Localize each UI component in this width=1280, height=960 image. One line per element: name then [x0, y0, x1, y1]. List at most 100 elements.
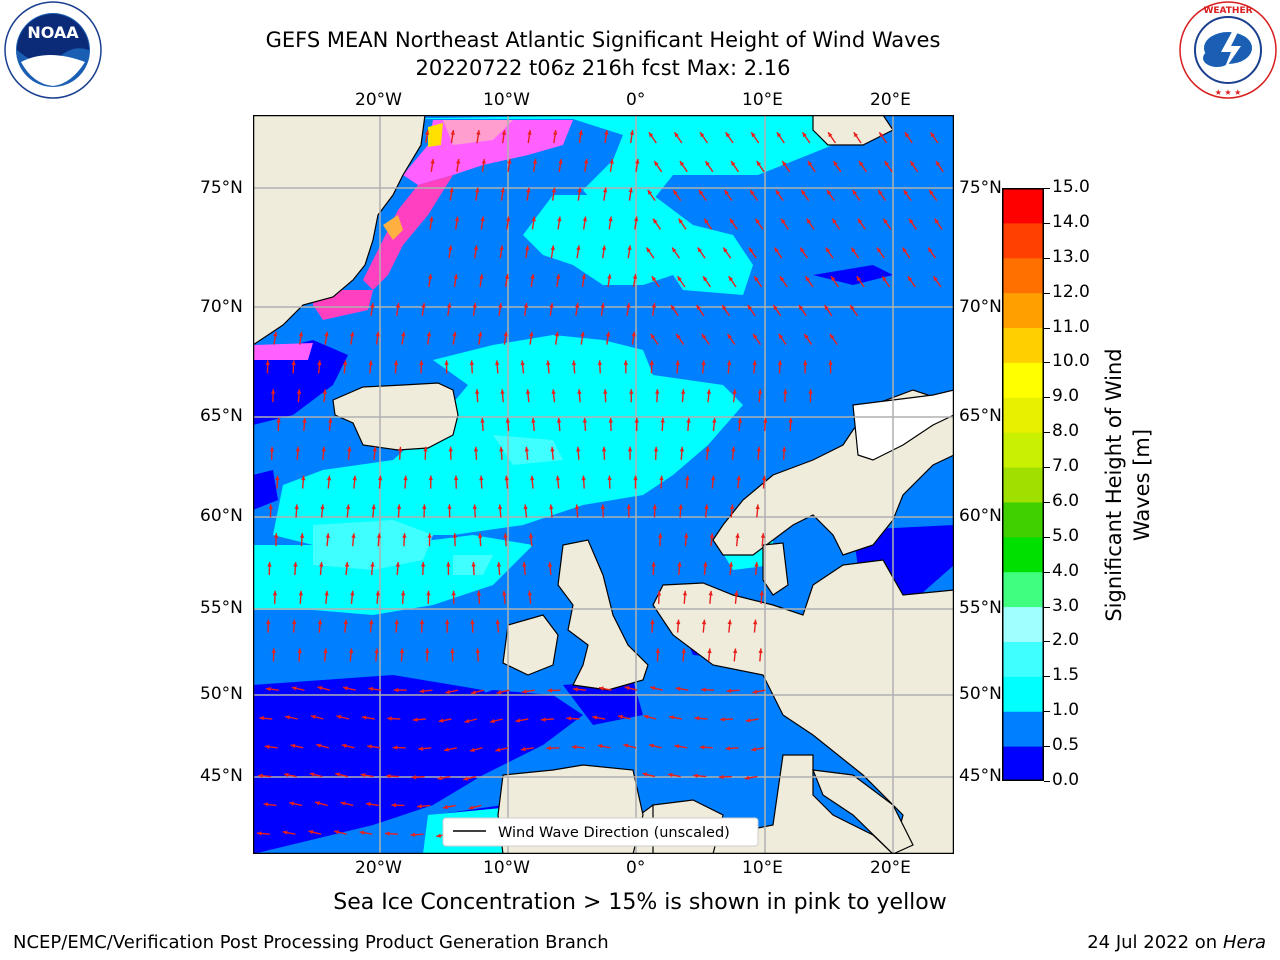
wave-direction-arrowhead	[350, 590, 355, 596]
wave-direction-arrowhead	[756, 161, 762, 167]
colorbar-tick-label: 1.0	[1052, 700, 1080, 721]
wave-direction-arrowhead	[272, 590, 278, 596]
wave-direction-arrowhead	[728, 562, 734, 567]
wave-direction-arrowhead	[806, 218, 812, 224]
wave-direction-arrowhead	[267, 562, 272, 567]
wave-direction-arrowhead	[752, 360, 757, 366]
wave-direction-arrowhead	[480, 216, 485, 222]
wave-direction-arrowhead	[783, 389, 788, 394]
wave-direction-arrowhead	[296, 389, 302, 394]
italy-land	[812, 769, 914, 854]
wave-direction-arrowhead	[375, 590, 380, 596]
wave-direction-arrowhead	[754, 562, 759, 567]
wave-direction-arrowhead	[291, 360, 296, 366]
wave-direction-arrowhead	[778, 333, 784, 339]
colorbar-cell	[1002, 571, 1044, 608]
wave-direction-arrowhead	[694, 716, 700, 721]
wave-direction-arrowhead	[298, 331, 304, 337]
wave-direction-arrowhead	[468, 805, 474, 810]
wave-direction-arrowhead	[680, 389, 686, 394]
wave-direction-arrowhead	[367, 744, 372, 749]
wave-direction-arrowhead	[500, 389, 505, 394]
lat-label-right: 50°N	[959, 684, 1002, 704]
wave-direction-arrowhead	[341, 743, 347, 749]
wave-direction-arrowhead	[448, 245, 453, 251]
wave-direction-arrowhead	[430, 158, 435, 164]
wave-direction-arrowhead	[576, 446, 581, 452]
wave-direction-arrowhead	[701, 687, 706, 692]
wave-direction-arrowhead	[289, 801, 295, 806]
wave-direction-arrowhead	[825, 247, 831, 253]
wave-direction-arrowhead	[474, 187, 480, 193]
lon-label-top: 10°W	[483, 90, 530, 110]
wave-direction-arrowhead	[735, 533, 740, 538]
wave-direction-arrowhead	[557, 216, 562, 222]
wave-direction-arrowhead	[365, 802, 371, 807]
wave-direction-arrowhead	[607, 274, 612, 279]
wave-direction-arrowhead	[676, 619, 681, 625]
wave-direction-arrowhead	[781, 446, 787, 452]
wave-direction-arrowhead	[324, 590, 329, 596]
wave-direction-arrowhead	[499, 446, 504, 452]
wave-direction-arrowhead	[270, 389, 276, 394]
wave-direction-arrowhead	[549, 504, 554, 510]
wave-direction-arrowhead	[259, 716, 264, 721]
wave-direction-arrowhead	[285, 715, 290, 720]
wave-direction-arrowhead	[340, 801, 346, 806]
wave-direction-arrowhead	[391, 802, 397, 808]
wave-direction-arrowhead	[552, 130, 558, 135]
lon-label-top: 20°E	[870, 90, 911, 110]
colorbar-cell	[1002, 641, 1044, 677]
wave-direction-arrowhead	[395, 562, 400, 567]
wave-direction-arrowhead	[425, 648, 430, 653]
wave-direction-arrowhead	[574, 504, 580, 510]
colorbar-tick-label: 0.5	[1052, 735, 1080, 756]
wave-direction-arrowhead	[422, 504, 427, 509]
lat-label-right: 65°N	[959, 406, 1002, 426]
wind-wave-arrows	[256, 130, 944, 839]
wave-direction-arrowhead	[681, 648, 686, 654]
wave-direction-arrowhead	[777, 360, 783, 366]
wave-direction-arrowhead	[758, 648, 763, 654]
wave-direction-arrowhead	[669, 715, 674, 720]
wave-direction-arrowhead	[685, 475, 690, 481]
wave-direction-arrowhead	[798, 305, 804, 311]
wave-direction-arrowhead	[628, 187, 633, 193]
wave-direction-arrowhead	[577, 187, 582, 193]
colorbar-cell	[1002, 397, 1044, 433]
wave-direction-arrowhead	[907, 276, 913, 282]
wave-direction-arrowhead	[703, 276, 708, 282]
wave-direction-arrowhead	[505, 216, 511, 222]
wave-direction-arrowhead	[652, 504, 657, 509]
wave-direction-arrowhead	[500, 187, 505, 193]
wave-direction-arrowhead	[549, 302, 554, 308]
wave-direction-arrowhead	[800, 247, 805, 253]
wave-direction-arrowhead	[469, 747, 475, 752]
wave-direction-arrowhead	[853, 132, 859, 138]
wave-direction-arrowhead	[592, 715, 598, 720]
wave-direction-arrowhead	[292, 619, 297, 625]
wave-direction-arrowhead	[697, 247, 703, 253]
wave-direction-arrowhead	[347, 446, 352, 452]
wave-direction-arrowhead	[374, 648, 379, 654]
wave-direction-arrowhead	[755, 504, 760, 510]
wave-direction-arrowhead	[547, 562, 553, 567]
wave-direction-arrowhead	[583, 158, 589, 164]
wave-direction-arrowhead	[546, 360, 551, 366]
wave-direction-arrowhead	[522, 562, 527, 567]
colorbar-tick-mark	[1044, 711, 1050, 713]
wave-direction-arrowhead	[446, 302, 452, 308]
wave-direction-arrowhead	[647, 189, 653, 195]
wave-direction-arrowhead	[283, 772, 289, 778]
colorbar-tick-mark	[1044, 467, 1050, 469]
wave-direction-arrowhead	[421, 302, 426, 308]
wave-direction-arrowhead	[342, 360, 348, 366]
wave-direction-arrowhead	[477, 331, 483, 337]
wave-direction-arrowhead	[726, 360, 732, 366]
wave-direction-arrowhead	[851, 247, 856, 253]
wave-direction-arrowhead	[934, 218, 940, 224]
colorbar-cell	[1002, 222, 1044, 259]
lat-label-left: 60°N	[200, 506, 243, 526]
wave-direction-arrowhead	[370, 562, 375, 567]
wave-direction-arrowhead	[748, 247, 754, 253]
